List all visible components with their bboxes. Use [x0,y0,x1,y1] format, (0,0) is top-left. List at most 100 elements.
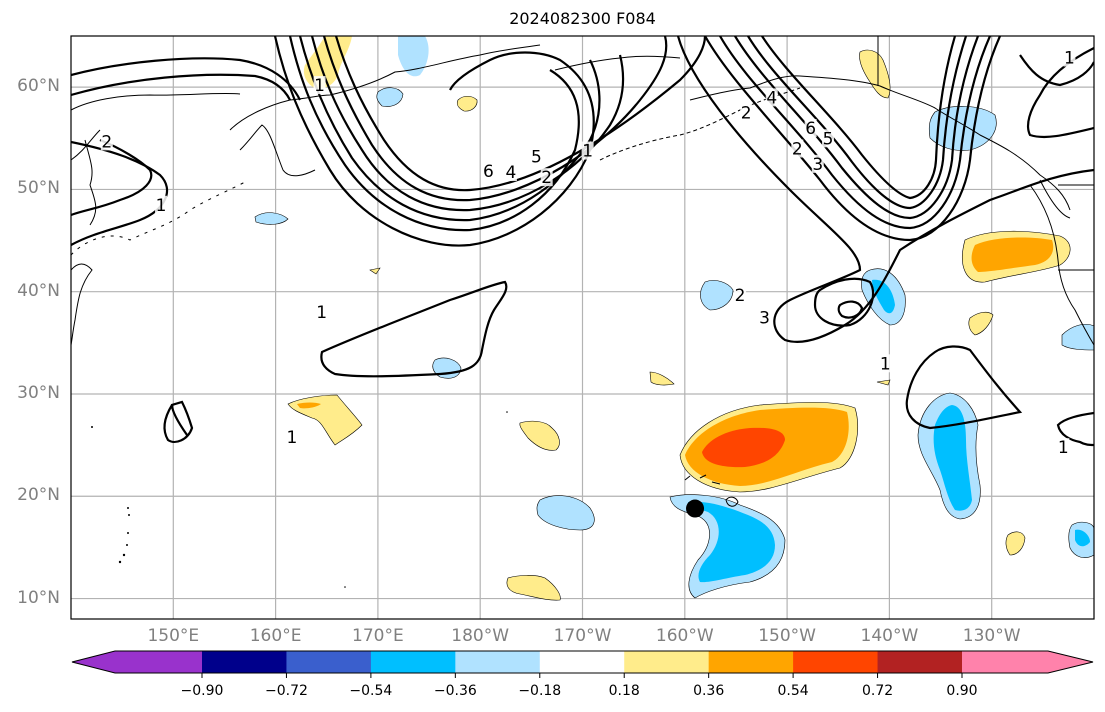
anomaly-warm-small-10 [876,379,891,386]
anomaly-small-cool-4 [398,36,429,77]
contour-label: 6 [483,162,494,182]
anomaly-40n-mid [861,268,906,326]
contour-label: 1 [1064,48,1075,68]
contour-label-bg [811,154,824,173]
lat-tick-label: 50°N [17,178,60,199]
contour-label-bg [758,308,771,327]
colorbar-segment [455,651,541,673]
contour-label: 3 [759,308,770,328]
anomaly-warm-small-3 [649,371,675,386]
contour-label: 2 [735,286,746,306]
contour-label-bg [530,147,543,166]
anomaly-west-coast [962,230,1071,283]
contour-label: 5 [531,148,542,168]
anomaly-small-cool-1 [700,280,734,311]
colorbar-tick-label: −0.90 [180,683,224,699]
anomaly-east-central [917,392,981,520]
lon-tick-label: 160°E [249,626,302,646]
colorbar-segment [370,651,456,673]
contour-label: 1 [582,142,593,162]
anomaly-warm-small-7 [456,95,478,112]
colorbar-segment [708,651,794,673]
lat-tick-label: 60°N [17,76,60,97]
lon-tick-label: 130°W [962,626,1021,646]
map-title: 2024082300 F084 [509,9,656,28]
colorbar-tick-label: 0.36 [693,683,725,699]
contour-label: 1 [880,354,891,374]
contour-label-bg [504,163,517,182]
anomaly-warm-small-5 [1005,531,1026,556]
contour-label-bg [740,103,753,122]
contour-label-bg [540,168,553,187]
contour-label: 4 [766,88,777,108]
contour-label: 6 [805,119,816,139]
colorbar-tick-label: 0.18 [608,683,640,699]
colorbar-tick-label: −0.36 [433,683,477,699]
contour-label-bg [482,162,495,181]
islands [91,411,508,588]
anomaly-small-cool-7 [1068,521,1094,558]
contour-label: 1 [316,303,327,323]
contour-label: 2 [541,168,552,188]
anomaly-warm-small-4 [968,311,994,336]
colorbar-segment [539,651,625,673]
lat-tick-label: 30°N [17,382,60,403]
location-marker [686,499,705,518]
anomaly-shading [254,36,1094,601]
contour-label-bg [822,129,835,148]
contour-label-bg [1063,48,1076,67]
contour-label: 1 [314,76,325,96]
map-content [71,36,1094,601]
colorbar-tick-label: 0.72 [861,683,894,699]
colorbar-tick-label: −0.54 [349,683,393,699]
colorbar-extend-min [72,651,202,673]
contour-label: 3 [812,155,823,175]
anomaly-warm-small-2 [506,575,561,601]
contour-label-bg [1057,438,1070,457]
contour-label: 5 [823,129,834,149]
colorbar-segment [202,651,287,673]
anomaly-warm-small-6 [859,49,891,99]
map-frame [70,35,1095,620]
lon-tick-label: 170°W [553,626,612,646]
contour-label-bg [581,141,594,160]
contour-label-bg [315,303,328,322]
contour-lines [71,36,1094,447]
lon-tick-label: 150°E [147,626,200,646]
contour-label: 2 [792,140,803,160]
contour-label-bg [879,354,892,373]
lon-tick-label: 140°W [860,626,919,646]
colorbar-segment [286,651,372,673]
anomaly-hawaii-north [679,402,858,493]
anomaly-small-cool-6 [254,212,289,225]
colorbar-segment [877,651,963,673]
colorbar-tick-label: 0.54 [777,683,809,699]
anomaly-small-cool-5 [376,87,404,107]
contour-label-bg [100,132,113,151]
anomaly-warm-small-9 [369,267,381,275]
contour-label-bg [804,119,817,138]
lat-tick-label: 20°N [17,485,60,506]
contour-label-bg [155,195,168,214]
colorbar-segment [624,651,710,673]
colorbar-segment [793,651,879,673]
lon-tick-label: 170°E [352,626,404,646]
lon-tick-label: 160°W [655,626,714,646]
contour-label-bg [734,285,747,304]
colorbar-outline [71,650,1094,674]
colorbar-extend-max [962,651,1093,673]
contour-label-bg [313,76,326,95]
colorbar-tick-label: 0.90 [946,683,978,699]
colorbar-tick-label: −0.18 [518,683,562,699]
colorbar [71,650,1094,678]
contour-label: 2 [101,132,112,152]
anomaly-30n-west [287,394,363,446]
contour-label: 1 [287,428,298,448]
anomaly-hawaii-south [669,494,786,599]
contour-label: 4 [505,163,516,183]
contour-label-bg [765,88,778,107]
lat-tick-label: 40°N [17,280,60,301]
lon-tick-label: 180°W [451,626,510,646]
